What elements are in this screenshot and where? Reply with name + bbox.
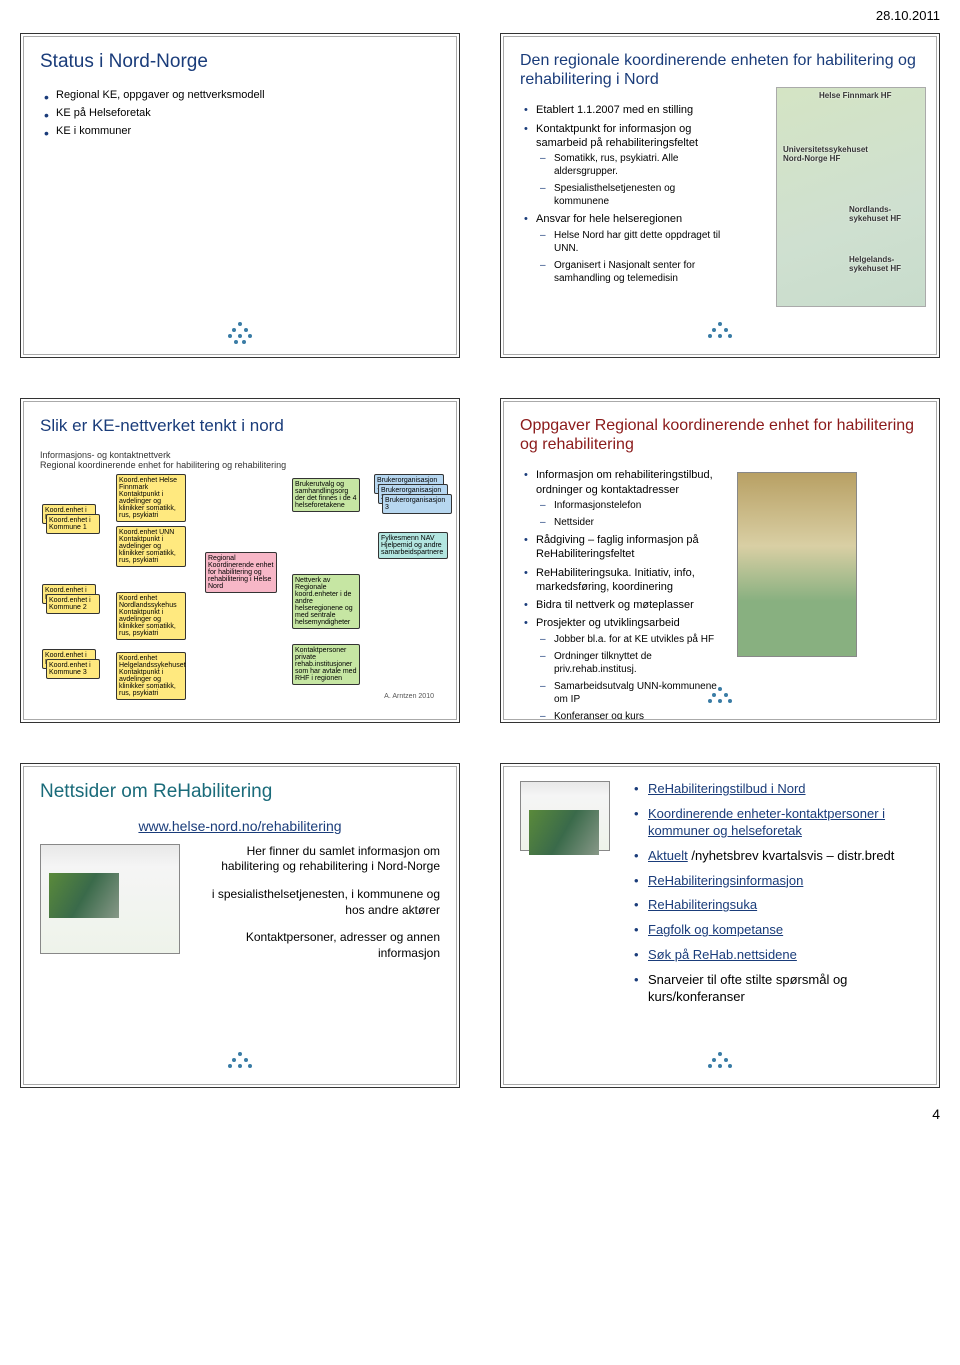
node-hf: Koord.enhet Helse Finnmark Kontaktpunkt … [116,474,186,522]
logo-icon [228,1052,252,1076]
slide5-text: Her finner du samlet informasjon om habi… [210,844,440,962]
page-number: 4 [20,1106,940,1122]
node-hf: Koord.enhet UNN Kontaktpunkt i avdelinge… [116,526,186,567]
logo-icon [708,1052,732,1076]
poster-image [737,472,857,657]
paragraph: Her finner du samlet informasjon om habi… [210,844,440,875]
list-item: ReHabiliteringsuka [634,897,920,914]
list-item: Jobber bl.a. for at KE utvikles på HF [540,633,727,646]
list-item: Søk på ReHab.nettsidene [634,947,920,964]
slide1-title: Status i Nord-Norge [40,51,440,74]
slide4-list: Informasjon om rehabiliteringstilbud, or… [520,468,727,720]
link-text[interactable]: Koordinerende enheter-kontaktpersoner i … [648,806,885,838]
node-nettverk: Nettverk av Regionale koord.enheter i de… [292,574,360,629]
logo-icon [708,687,732,711]
slide-5: Nettsider om ReHabilitering www.helse-no… [20,763,460,1088]
node-bo: Brukerorganisasjon 3 [382,494,452,514]
slide6-list: ReHabiliteringstilbud i Nord Koordinerend… [630,781,920,1006]
list-item: Spesialisthelsetjenesten og kommunene [540,182,728,208]
link-text[interactable]: Fagfolk og kompetanse [648,922,783,937]
node-kontakt: Kontaktpersoner private rehab.institusjo… [292,644,360,685]
paragraph: i spesialisthelsetjenesten, i kommunene … [210,887,440,918]
list-item: Bidra til nettverk og møteplasser [524,598,727,612]
node-hf: Koord.enhet Helgelandssykehuset Kontaktp… [116,652,186,700]
list-item: Somatikk, rus, psykiatri. Alle aldersgru… [540,152,728,178]
list-item: ReHabiliteringsinformasjon [634,873,920,890]
map-label: Nordlands-sykehuset HF [849,206,919,224]
text: Kontaktpunkt for informasjon og samarbei… [536,123,698,149]
slide4-title: Oppgaver Regional koordinerende enhet fo… [520,416,920,454]
slide1-list: Regional KE, oppgaver og nettverksmodell… [40,88,440,139]
link-text[interactable]: ReHabiliteringsinformasjon [648,873,803,888]
node-hf: Koord enhet Nordlandssykehus Kontaktpunk… [116,592,186,640]
list-item: Ordninger tilknyttet de priv.rehab.insti… [540,650,727,676]
node-regional: Regional Koordinerende enhet for habilit… [205,552,277,593]
text: /nyhetsbrev kvartalsvis – distr.bredt [688,848,895,863]
list-item: Informasjonstelefon [540,499,727,512]
node-kommune: Koord.enhet i Kommune 2 [46,594,100,614]
slide1-item: KE på Helseforetak [44,106,440,120]
list-item: Aktuelt /nyhetsbrev kvartalsvis – distr.… [634,848,920,865]
node-fylke: Fylkesmenn NAV Hjelpemid og andre samarb… [378,532,448,559]
slide1-item: Regional KE, oppgaver og nettverksmodell [44,88,440,102]
link-text[interactable]: Søk på ReHab.nettsidene [648,947,797,962]
slide3-title: Slik er KE-nettverket tenkt i nord [40,416,440,436]
list-item: Fagfolk og kompetanse [634,922,920,939]
list-item: Ansvar for hele helseregionen Helse Nord… [524,212,728,284]
slide-3: Slik er KE-nettverket tenkt i nord Infor… [20,398,460,723]
paragraph: Kontaktpersoner, adresser og annen infor… [210,930,440,961]
node-bruker: Brukerutvalg og samhandlingsorg der det … [292,478,360,512]
norway-map: Helse Finnmark HF Universitetssykehuset … [776,87,926,307]
list-item: Helse Nord har gitt dette oppdraget til … [540,229,728,255]
website-screenshot [40,844,180,954]
logo-icon [228,322,252,346]
list-item: Snarveier til ofte stilte spørsmål og ku… [634,972,920,1006]
list-item: Koordinerende enheter-kontaktpersoner i … [634,806,920,840]
list-item: ReHabiliteringsuka. Initiativ, info, mar… [524,566,727,595]
list-item: Prosjekter og utviklingsarbeid Jobber bl… [524,616,727,720]
list-item: Rådgiving – faglig informasjon på ReHabi… [524,533,727,562]
page-date: 28.10.2011 [20,8,940,23]
text: Informasjon om rehabiliteringstilbud, or… [536,469,713,495]
slide1-item: KE i kommuner [44,124,440,138]
list-item: Informasjon om rehabiliteringstilbud, or… [524,468,727,529]
list-item: Samarbeidsutvalg UNN-kommunene om IP [540,680,727,706]
network-diagram: Koord.enhet i Kommune 1 Koord.enhet i Ko… [40,474,440,704]
node-kommune: Koord.enhet i Kommune 3 [46,659,100,679]
map-label: Helgelands-sykehuset HF [849,256,919,274]
slide-grid: Status i Nord-Norge Regional KE, oppgave… [20,33,940,1088]
slide-1: Status i Nord-Norge Regional KE, oppgave… [20,33,460,358]
map-label: Universitetssykehuset Nord-Norge HF [783,146,873,164]
slide-4: Oppgaver Regional koordinerende enhet fo… [500,398,940,723]
list-item: Nettsider [540,516,727,529]
diagram-credit: A. Arntzen 2010 [384,693,434,700]
website-link[interactable]: www.helse-nord.no/rehabilitering [138,818,341,834]
map-label: Helse Finnmark HF [819,92,891,101]
slide-6: ReHabiliteringstilbud i Nord Koordinerend… [500,763,940,1088]
text: Ansvar for hele helseregionen [536,213,682,225]
link-text[interactable]: Aktuelt [648,848,688,863]
text: Prosjekter og utviklingsarbeid [536,617,680,629]
link-text[interactable]: ReHabiliteringstilbud i Nord [648,781,806,796]
list-item: Kontaktpunkt for informasjon og samarbei… [524,122,728,209]
list-item: Konferanser og kurs [540,710,727,720]
slide2-list: Etablert 1.1.2007 med en stilling Kontak… [520,103,728,284]
slide2-title: Den regionale koordinerende enheten for … [520,51,920,89]
list-item: Etablert 1.1.2007 med en stilling [524,103,728,117]
link-text[interactable]: ReHabiliteringsuka [648,897,757,912]
website-thumb [520,781,610,851]
list-item: Organisert i Nasjonalt senter for samhan… [540,259,728,285]
diagram-caption: Informasjons- og kontaktnettverk Regiona… [40,450,440,470]
list-item: ReHabiliteringstilbud i Nord [634,781,920,798]
node-kommune: Koord.enhet i Kommune 1 [46,514,100,534]
logo-icon [708,322,732,346]
slide5-title: Nettsider om ReHabilitering [40,781,440,804]
slide-2: Den regionale koordinerende enheten for … [500,33,940,358]
